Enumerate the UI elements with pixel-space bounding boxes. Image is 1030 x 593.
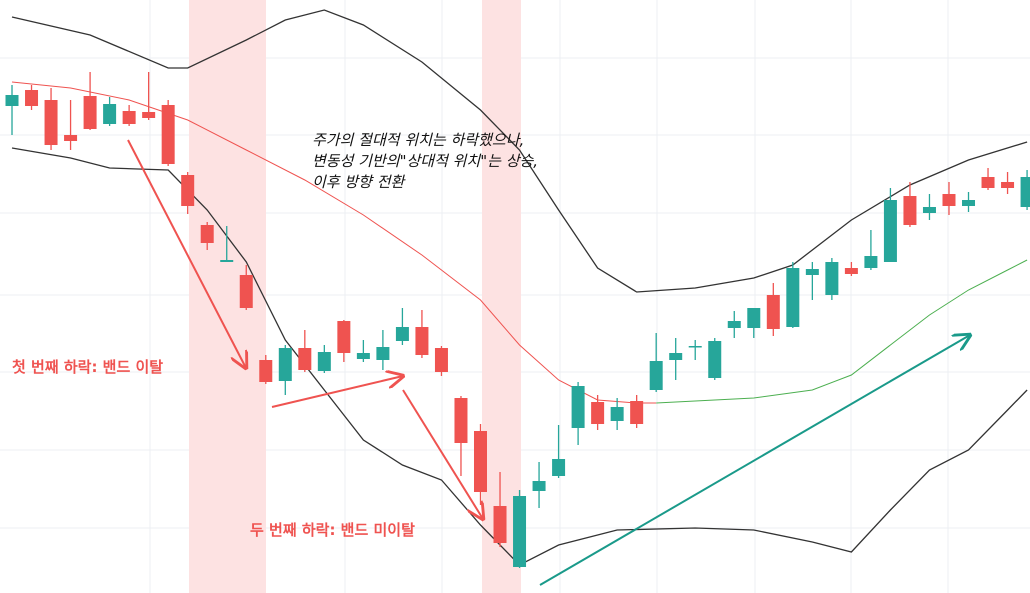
candle-body	[142, 112, 156, 118]
candle-body	[161, 105, 175, 164]
candle-body	[337, 321, 351, 353]
highlight-span	[482, 0, 521, 593]
candle-body	[786, 268, 800, 327]
candle-body	[630, 401, 644, 424]
arrow	[271, 376, 403, 408]
band-line	[11, 9, 1028, 293]
candle-body	[220, 260, 234, 262]
annotation: 주가의 절대적 위치는 하락했으나,	[312, 131, 524, 149]
candle-body	[493, 506, 507, 543]
candle-body	[552, 459, 566, 476]
candle-body	[83, 96, 97, 129]
candle-body	[864, 256, 878, 268]
candle-body	[610, 407, 624, 421]
candle-body	[532, 481, 546, 491]
candle-body	[883, 200, 897, 262]
candle-body	[649, 361, 663, 390]
candle-body	[454, 398, 468, 443]
candle-body	[395, 327, 409, 341]
arrows	[127, 139, 970, 586]
candle-body	[259, 360, 273, 382]
annotation: 첫 번째 하락: 밴드 이탈	[12, 358, 163, 376]
candle-body	[766, 295, 780, 329]
annotation: 이후 방향 전환	[312, 173, 407, 191]
candle-body	[376, 347, 390, 360]
candle-body	[688, 346, 702, 348]
arrow	[402, 389, 483, 519]
candle-body	[922, 207, 936, 213]
band-line	[11, 81, 657, 404]
highlight-span	[189, 0, 266, 593]
candle-body	[200, 225, 214, 243]
candle-body	[844, 268, 858, 274]
candle-body	[278, 348, 292, 381]
candle-body	[5, 95, 19, 106]
candle-body	[981, 177, 995, 188]
candle-body	[708, 341, 722, 378]
candle-body	[1001, 182, 1015, 188]
candle-body	[415, 327, 429, 355]
candle-body	[805, 269, 819, 275]
candle-body	[1020, 177, 1030, 207]
candle-body	[64, 135, 78, 141]
arrow	[127, 139, 246, 368]
candle-body	[942, 194, 956, 206]
candle-body	[962, 200, 976, 206]
candle-body	[298, 348, 312, 370]
candle-body	[122, 111, 136, 124]
candle-body	[103, 104, 117, 124]
annotation: 두 번째 하락: 밴드 미이탈	[250, 521, 415, 539]
candle-body	[747, 308, 761, 328]
candle-body	[571, 386, 585, 428]
plot	[5, 9, 1030, 568]
candle-body	[903, 196, 917, 225]
band-line	[656, 259, 1028, 404]
candle-body	[434, 348, 448, 372]
candle-body	[513, 496, 527, 567]
candle-body	[473, 431, 487, 492]
candle-body	[669, 353, 683, 360]
candle-body	[591, 402, 605, 424]
candle-body	[44, 100, 58, 145]
candle-body	[825, 262, 839, 295]
candle-body	[25, 90, 39, 106]
arrow	[539, 335, 970, 586]
candle-body	[239, 275, 253, 308]
candle-body	[356, 353, 370, 359]
annotation: 변동성 기반의"상대적 위치"는 상승,	[312, 152, 538, 170]
candle-body	[727, 321, 741, 328]
candle-body	[317, 352, 331, 371]
candle-body	[181, 175, 195, 206]
